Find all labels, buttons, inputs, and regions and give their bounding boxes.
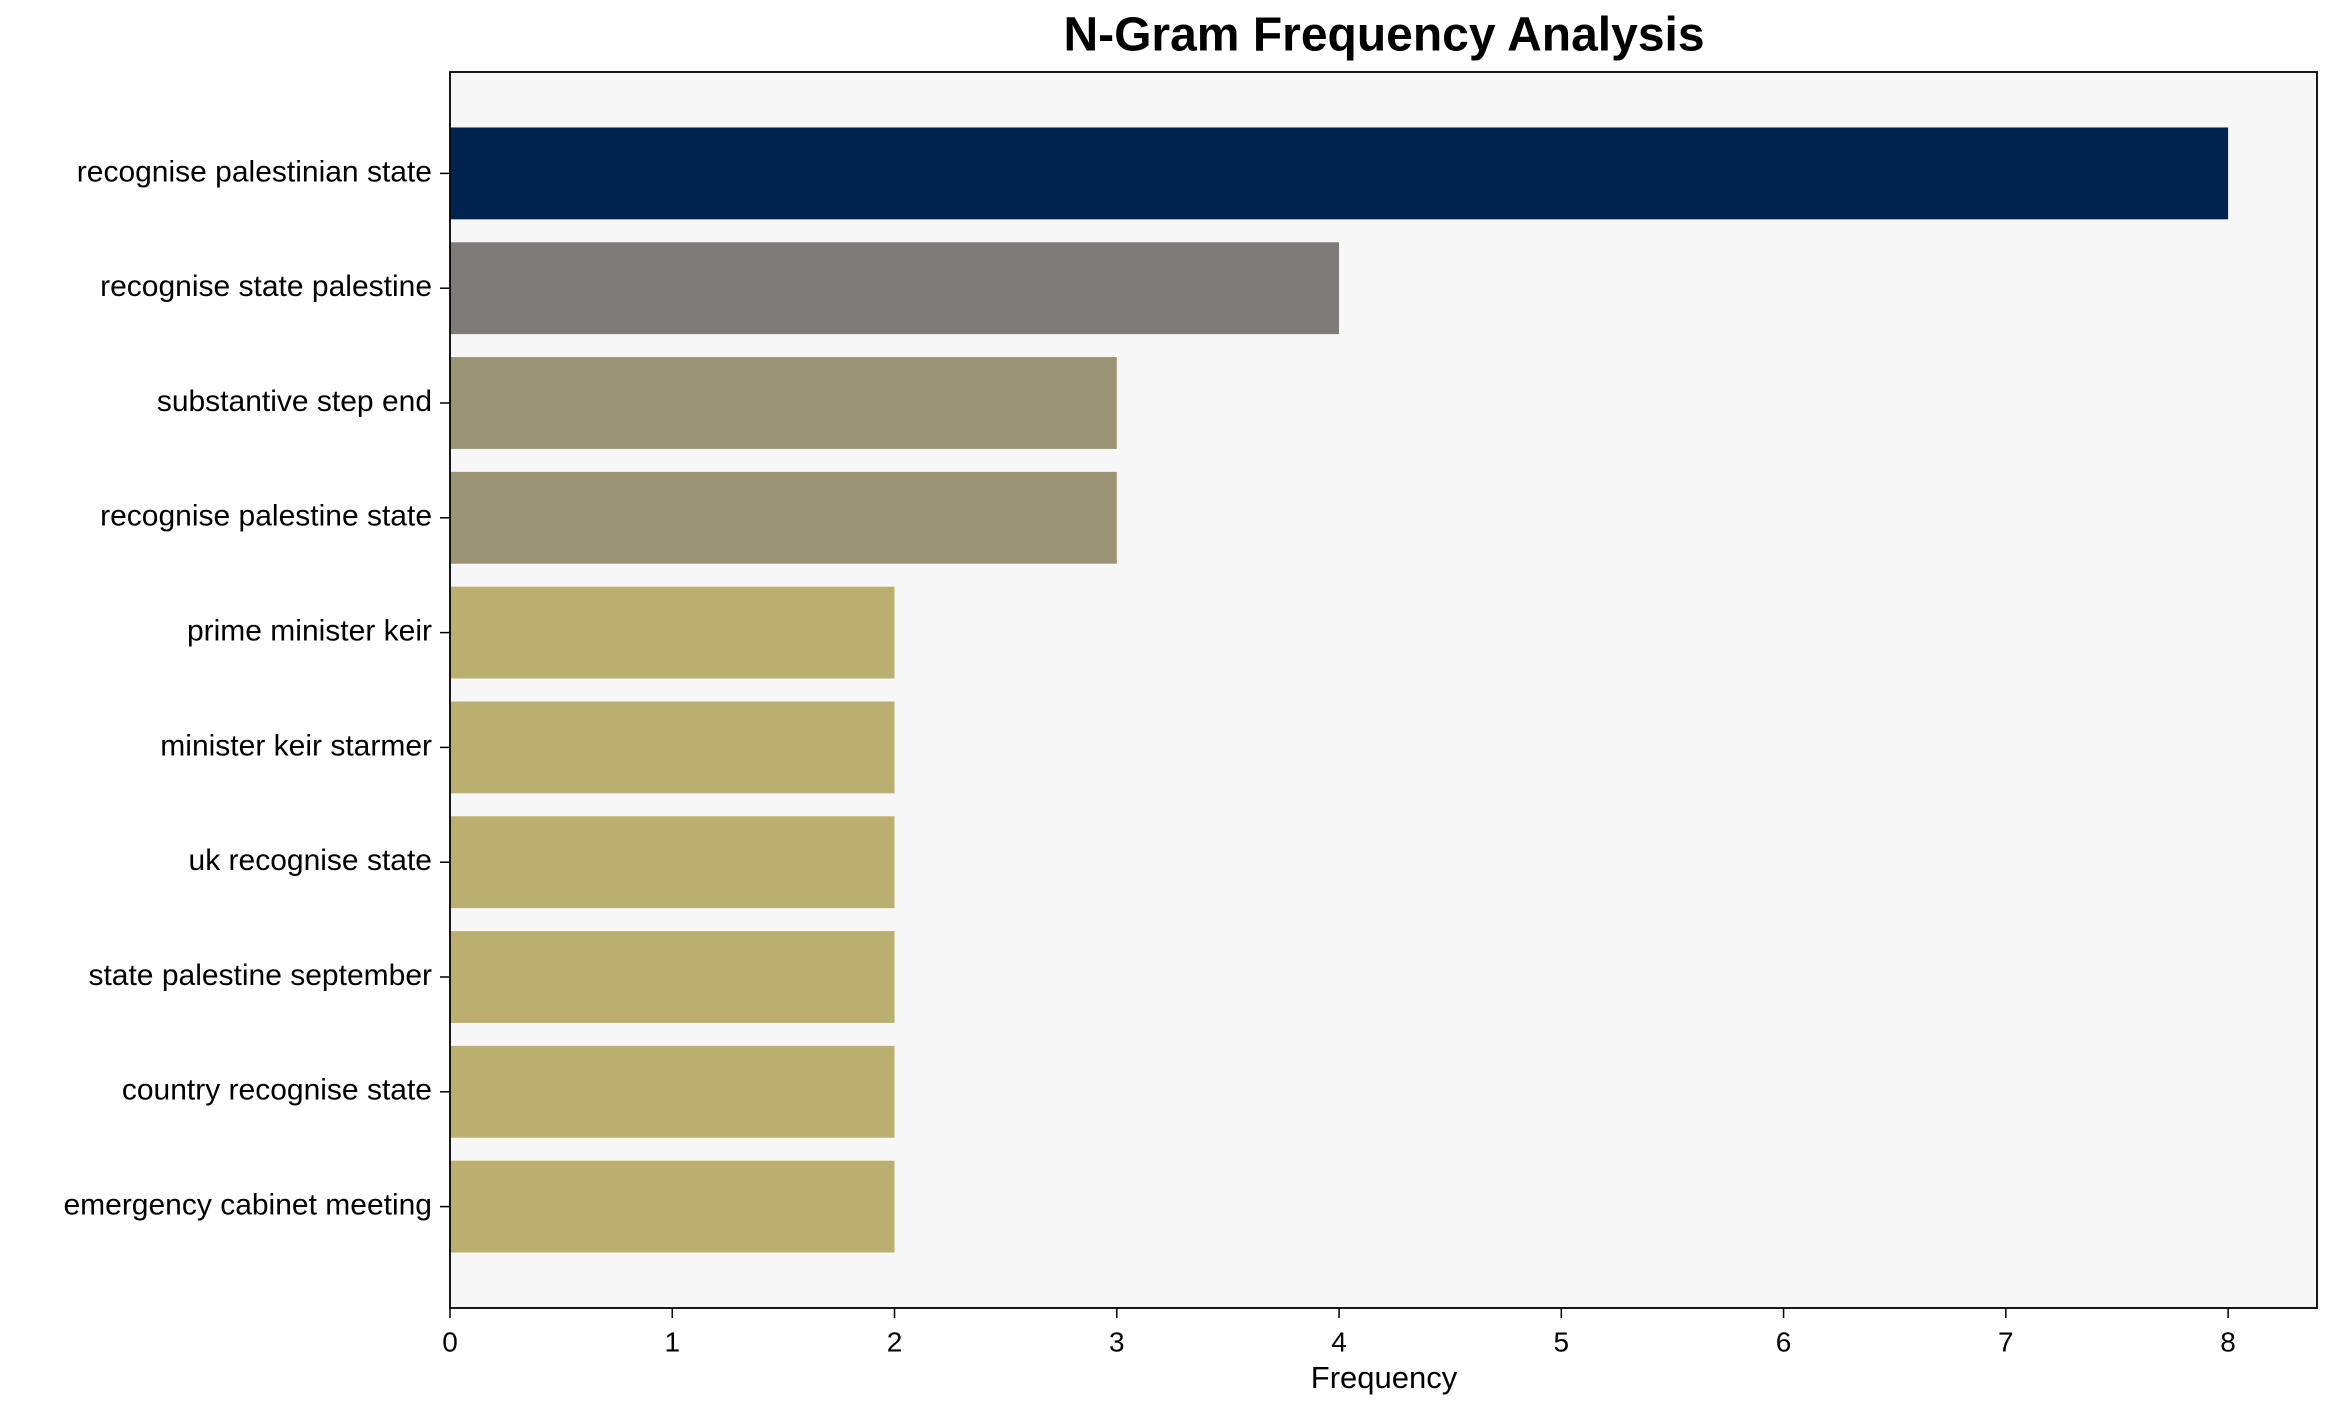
y-tick-label: state palestine september bbox=[88, 959, 432, 992]
bar bbox=[450, 816, 895, 909]
x-tick-label: 4 bbox=[1331, 1326, 1347, 1357]
x-tick-label: 0 bbox=[442, 1326, 458, 1357]
y-tick-label: recognise state palestine bbox=[100, 270, 432, 303]
y-tick-label: recognise palestinian state bbox=[77, 155, 432, 188]
y-tick-label: substantive step end bbox=[157, 385, 432, 418]
x-tick-label: 3 bbox=[1109, 1326, 1125, 1357]
bar bbox=[450, 701, 895, 794]
x-tick-label: 1 bbox=[664, 1326, 680, 1357]
x-tick-label: 2 bbox=[887, 1326, 903, 1357]
chart-title: N-Gram Frequency Analysis bbox=[1063, 9, 1704, 62]
y-tick-label: prime minister keir bbox=[187, 615, 432, 648]
x-tick-label: 7 bbox=[1998, 1326, 2014, 1357]
x-tick-label: 6 bbox=[1776, 1326, 1792, 1357]
bar bbox=[450, 1160, 895, 1253]
bar bbox=[450, 357, 1117, 449]
x-axis-label: Frequency bbox=[1311, 1360, 1458, 1395]
x-tick-label: 5 bbox=[1554, 1326, 1570, 1357]
bar bbox=[450, 242, 1340, 335]
y-tick-label: uk recognise state bbox=[189, 844, 432, 877]
y-tick-label: country recognise state bbox=[122, 1074, 432, 1107]
y-tick-label: emergency cabinet meeting bbox=[63, 1189, 432, 1222]
y-tick-label: recognise palestine state bbox=[100, 500, 432, 533]
bar bbox=[450, 471, 1117, 564]
bar bbox=[450, 1045, 895, 1138]
x-tick-label: 8 bbox=[2220, 1326, 2236, 1357]
bar bbox=[450, 127, 2229, 220]
y-tick-label: minister keir starmer bbox=[160, 729, 432, 762]
bar bbox=[450, 586, 895, 679]
bar bbox=[450, 931, 895, 1023]
plot-frame bbox=[449, 71, 2318, 1309]
